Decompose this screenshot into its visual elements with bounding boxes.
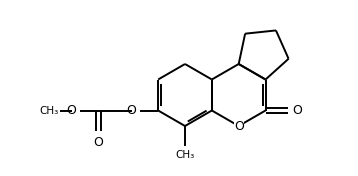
Text: O: O xyxy=(126,104,136,117)
Text: O: O xyxy=(234,120,244,133)
Text: O: O xyxy=(292,104,303,117)
Text: CH₃: CH₃ xyxy=(39,105,58,115)
Text: O: O xyxy=(66,104,76,117)
Text: O: O xyxy=(93,136,103,149)
Text: CH₃: CH₃ xyxy=(175,150,195,160)
